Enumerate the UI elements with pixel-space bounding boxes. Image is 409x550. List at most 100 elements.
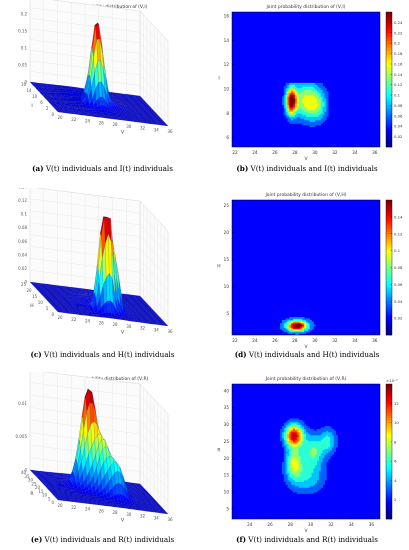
grid-line [29, 60, 169, 105]
colorbar-step [386, 296, 392, 300]
contour-cell [318, 82, 322, 85]
contour-cell [304, 430, 307, 433]
contour-cell [307, 94, 310, 97]
contour-cell [302, 471, 305, 473]
x-tick-label: 24 [85, 507, 91, 512]
contour-cell [293, 104, 296, 107]
contour-cell [289, 466, 292, 469]
contour-cell [285, 96, 288, 99]
contour-cell [296, 472, 299, 475]
contour-cell [302, 332, 305, 334]
contour-cell [315, 99, 318, 102]
contour-cell [311, 86, 314, 89]
contour-cell [306, 447, 309, 449]
contour-cell [322, 116, 325, 119]
contour-cell [294, 423, 298, 425]
contour-cell [293, 111, 296, 114]
y-tick-label: 0 [51, 112, 54, 117]
contour-cell [302, 456, 305, 458]
contour-cell [306, 91, 309, 94]
contour-cell [320, 91, 323, 94]
contour-cell [298, 435, 301, 437]
colorbar-tick-label: 0.14 [394, 214, 403, 219]
contour-cell [306, 445, 309, 448]
contour-cell [298, 478, 301, 481]
contour-cell [317, 120, 320, 122]
contour-cell [306, 87, 309, 90]
contour-cell [294, 480, 298, 482]
contour-cell [300, 324, 303, 327]
contour-cell [318, 98, 322, 101]
contour-cell [287, 429, 290, 431]
contour-cell [304, 321, 307, 324]
contour-cell [287, 89, 290, 92]
contour-cell [306, 321, 309, 324]
contour-cell [300, 486, 303, 488]
contour-cell [300, 453, 303, 455]
y-tick-label: 10 [224, 284, 230, 289]
z-tick-label: 0.01 [18, 401, 27, 406]
contour-cell [300, 87, 303, 90]
contour-cell [298, 116, 301, 119]
contour-cell [298, 332, 301, 334]
colorbar-tick-label: 0.22 [394, 30, 403, 35]
contour-cell [302, 116, 305, 119]
grid-line [29, 407, 169, 452]
colorbar-step [386, 305, 392, 309]
contour-cell [296, 468, 299, 470]
surface-patch [163, 512, 169, 515]
contour-cell [280, 326, 283, 328]
contour-cell [289, 426, 292, 428]
contour-cell [304, 469, 307, 472]
contour-cell [293, 329, 296, 331]
contour-cell [287, 432, 290, 434]
contour-plot-f: Joint probability distribution of (V,R)2… [217, 376, 399, 534]
contour-cell [300, 99, 303, 102]
contour-cell [294, 456, 298, 458]
contour-cell [315, 89, 318, 92]
contour-cell [294, 475, 298, 478]
contour-cell [293, 466, 296, 469]
contour-cell [287, 430, 290, 433]
z-tick-label: 0.14 [18, 188, 27, 190]
z-tick-label: 0.15 [18, 29, 27, 34]
contour-cell [304, 109, 307, 112]
contour-cell [283, 96, 286, 99]
contour-cell [289, 320, 292, 322]
contour-cell [289, 423, 292, 425]
contour-cell [296, 457, 299, 460]
contour-cell [302, 450, 305, 452]
contour-cell [317, 111, 320, 114]
contour-cell [318, 109, 322, 112]
contour-cell [324, 108, 327, 111]
contour-cell [313, 93, 316, 95]
contour-cell [291, 116, 294, 119]
contour-cell [296, 429, 299, 431]
contour-cell [285, 103, 288, 106]
contour-cell [302, 445, 305, 448]
contour-plot-d: Joint probability distribution of (V,H)2… [217, 192, 403, 350]
y-tick-label: 20 [224, 230, 230, 235]
contour-cell [291, 462, 294, 464]
z-tick-label: 0.2 [21, 12, 28, 17]
colorbar-step [386, 276, 392, 280]
contour-cell [291, 327, 294, 330]
colorbar-tick-label: 0.18 [394, 51, 403, 56]
contour-cell [293, 116, 296, 119]
x-tick-label: 26 [99, 120, 105, 125]
contour-cell [315, 94, 318, 97]
contour-cell [296, 483, 299, 485]
surface-mesh [29, 216, 169, 327]
contour-cell [289, 450, 292, 452]
contour-cell [318, 111, 322, 114]
contour-cell [302, 323, 305, 325]
contour-cell [302, 457, 305, 460]
grid-line [29, 28, 169, 73]
contour-cell [283, 98, 286, 101]
contour-cell [317, 118, 320, 121]
colorbar-step [386, 265, 392, 268]
contour-cell [291, 468, 294, 470]
contour-cell [300, 111, 303, 114]
contour-cell [293, 444, 296, 446]
contour-cell [306, 318, 309, 321]
